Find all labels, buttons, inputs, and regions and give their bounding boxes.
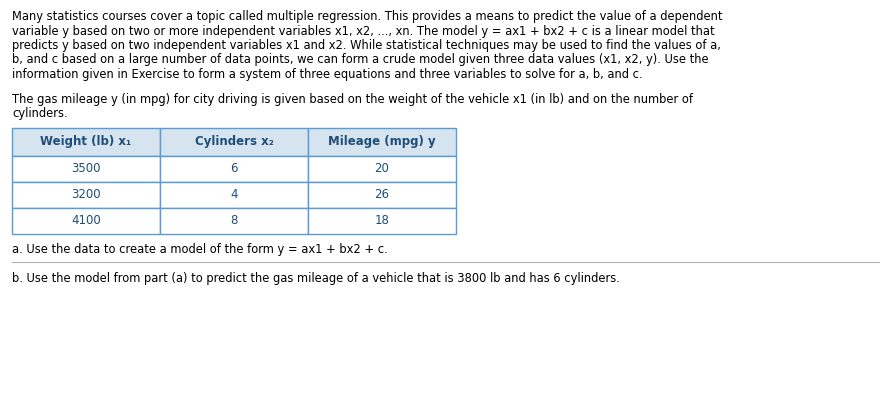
Text: 3500: 3500 [71,162,101,175]
Bar [12,182,160,208]
Text: cylinders.: cylinders. [12,107,68,120]
Bar [160,127,308,155]
Text: 3200: 3200 [71,188,101,201]
Bar [12,208,160,233]
Text: 6: 6 [230,162,238,175]
Bar [160,208,308,233]
Bar [160,155,308,182]
Text: 18: 18 [374,214,389,227]
Text: Cylinders x₂: Cylinders x₂ [194,135,274,148]
Text: 4: 4 [230,188,238,201]
Text: information given in Exercise to form a system of three equations and three vari: information given in Exercise to form a … [12,68,642,81]
Text: 20: 20 [374,162,389,175]
Bar [308,208,456,233]
Bar [308,155,456,182]
Bar [308,127,456,155]
Text: b, and c based on a large number of data points, we can form a crude model given: b, and c based on a large number of data… [12,53,708,67]
Text: Weight (lb) x₁: Weight (lb) x₁ [40,135,132,148]
Text: variable y based on two or more independent variables x1, x2, ..., xn. The model: variable y based on two or more independ… [12,24,715,38]
Bar [12,127,160,155]
Text: Mileage (mpg) y: Mileage (mpg) y [328,135,436,148]
Text: The gas mileage y (in mpg) for city driving is given based on the weight of the : The gas mileage y (in mpg) for city driv… [12,93,693,106]
Text: 26: 26 [374,188,389,201]
Text: Many statistics courses cover a topic called multiple regression. This provides : Many statistics courses cover a topic ca… [12,10,723,23]
Text: a. Use the data to create a model of the form y = ax1 + bx2 + c.: a. Use the data to create a model of the… [12,244,388,257]
Text: 8: 8 [230,214,238,227]
Bar [160,182,308,208]
Bar [308,182,456,208]
Text: 4100: 4100 [71,214,101,227]
Bar [12,155,160,182]
Text: predicts y based on two independent variables x1 and x2. While statistical techn: predicts y based on two independent vari… [12,39,721,52]
Text: b. Use the model from part (a) to predict the gas mileage of a vehicle that is 3: b. Use the model from part (a) to predic… [12,272,620,285]
